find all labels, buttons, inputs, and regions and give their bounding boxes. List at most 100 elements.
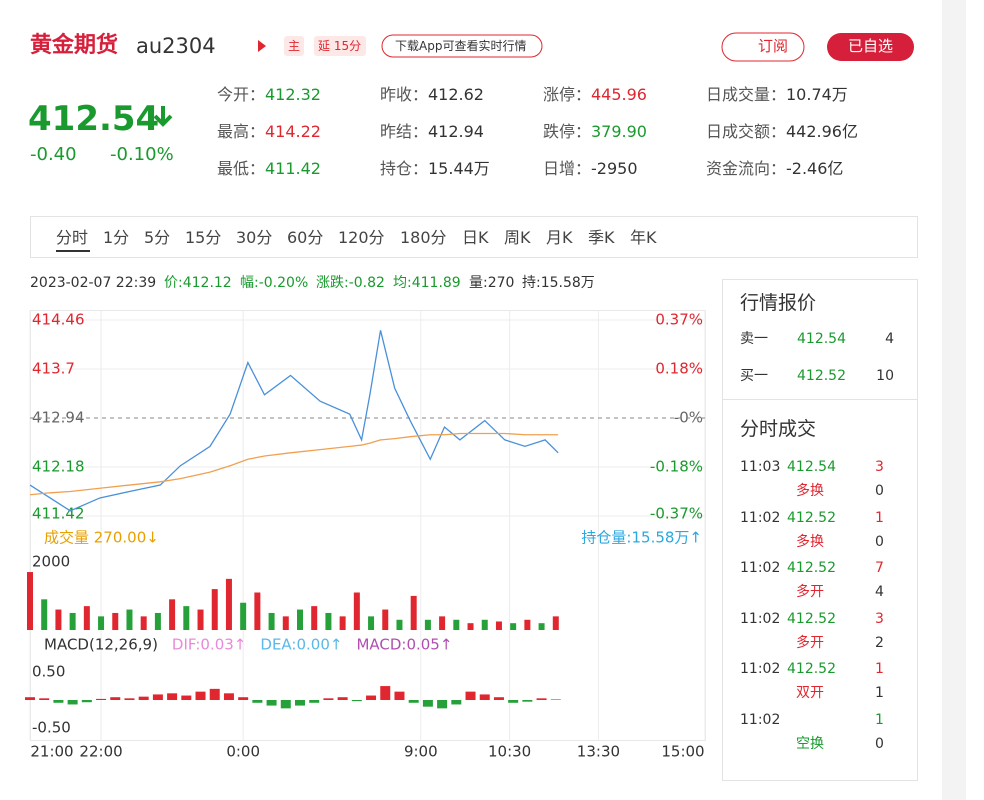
download-pill[interactable] xyxy=(381,34,543,58)
macd-bar xyxy=(67,700,78,705)
macd-legend: MACD(12,26,9) xyxy=(44,636,158,654)
y-tick-label: 413.7 xyxy=(32,360,75,378)
volume-bar xyxy=(495,621,502,630)
y-tick-label: 412.94 xyxy=(32,409,85,427)
volume-bar xyxy=(240,602,247,630)
macd-bar xyxy=(25,697,35,700)
tab[interactable]: 月K xyxy=(546,228,573,247)
macd-bar xyxy=(238,697,249,700)
download-link: 下载App可查看实时行情 xyxy=(395,39,527,53)
stat-label: 持仓： xyxy=(380,159,429,178)
trade-volume: 1 xyxy=(875,661,884,678)
tab[interactable]: 1分 xyxy=(103,228,130,247)
volume-bar xyxy=(510,623,517,630)
last-price: 412.54 xyxy=(28,99,160,139)
x-tick-label: 15:00 xyxy=(661,743,704,761)
volume-bar xyxy=(353,592,360,630)
tab[interactable]: 5分 xyxy=(144,228,171,247)
macd-bar xyxy=(110,697,121,700)
y-tick-label: -0.50 xyxy=(32,718,71,736)
volume-bar xyxy=(41,599,48,630)
trade-time: 11:03 xyxy=(740,459,781,475)
tab[interactable]: 季K xyxy=(588,228,615,247)
tab[interactable]: 120分 xyxy=(338,228,385,247)
tab[interactable]: 15分 xyxy=(185,228,222,247)
stat-value: 411.42 xyxy=(265,159,321,178)
macd-bar xyxy=(81,700,92,703)
macd-bar xyxy=(167,693,178,700)
tab[interactable]: 180分 xyxy=(400,228,447,247)
volume-label: 成交量 270.00↓ xyxy=(44,529,159,547)
y-tick-label: 0.50 xyxy=(32,663,65,681)
y-right-label: 0.37% xyxy=(655,311,703,329)
volume-bar xyxy=(339,616,346,630)
trade-price: 412.52 xyxy=(787,610,836,627)
volume-bar xyxy=(69,612,76,630)
title: 黄金期货 xyxy=(30,33,119,58)
trade-volume: 3 xyxy=(875,459,884,475)
volume-bar xyxy=(524,619,531,630)
info-item: 价:412.12 xyxy=(164,275,232,291)
macd-bar xyxy=(223,693,234,700)
volume-bar xyxy=(254,592,261,630)
tab[interactable]: 60分 xyxy=(287,228,324,247)
macd-bar xyxy=(138,696,149,700)
quote-label: 卖一 xyxy=(740,331,768,347)
price-line xyxy=(29,330,559,512)
plot-frame xyxy=(30,310,706,741)
panel-title: 行情报价 xyxy=(740,292,817,314)
x-tick-label: 22:00 xyxy=(79,743,122,761)
trade-volume: 7 xyxy=(875,560,884,577)
tab[interactable]: 周K xyxy=(504,228,531,247)
tab[interactable]: 年K xyxy=(630,228,657,247)
macd-bar xyxy=(252,700,263,703)
trade-change: 4 xyxy=(875,584,884,601)
x-tick-label: 10:30 xyxy=(488,743,531,761)
tab[interactable]: 日K xyxy=(462,228,489,247)
quote-volume: 10 xyxy=(876,368,894,384)
tab[interactable]: 分时 xyxy=(56,228,89,247)
stat-value: 412.94 xyxy=(428,122,484,141)
stat-label: 涨停： xyxy=(543,85,592,104)
volume-bar xyxy=(297,609,303,630)
info-item: 量:270 xyxy=(469,275,515,291)
volume-bar xyxy=(169,599,176,630)
macd-bar xyxy=(451,700,462,705)
tag: 主 xyxy=(288,39,301,53)
stat-value: -2950 xyxy=(591,159,638,178)
trade-type: 多换 xyxy=(796,533,824,550)
macd-bar xyxy=(536,698,547,700)
x-tick-label: 21:00 xyxy=(30,743,73,761)
macd-bar xyxy=(351,700,362,702)
info-item: 涨跌:-0.82 xyxy=(316,275,385,291)
stat-label: 最低： xyxy=(217,159,266,178)
macd-bar xyxy=(323,698,334,700)
macd-bar xyxy=(550,699,561,700)
subscribe-button[interactable] xyxy=(721,32,805,62)
volume-bar xyxy=(282,616,289,630)
macd-bar xyxy=(493,697,504,700)
tag-bg xyxy=(284,36,304,56)
macd-bar xyxy=(96,698,107,700)
watch-button[interactable] xyxy=(827,33,914,61)
volume-bar xyxy=(112,612,119,630)
trade-time: 11:02 xyxy=(740,712,781,728)
volume-bar xyxy=(197,609,204,630)
tag-bg xyxy=(314,36,366,56)
trade-type: 多开 xyxy=(796,584,824,601)
info-item: 均:411.89 xyxy=(393,275,461,291)
macd-legend: DEA:0.00↑ xyxy=(260,636,342,654)
trade-price: 412.52 xyxy=(787,661,836,678)
trade-price: 412.54 xyxy=(787,459,836,475)
tab-underline xyxy=(56,250,90,252)
macd-bar xyxy=(337,697,348,700)
stat-label: 日成交量： xyxy=(706,85,787,104)
trade-time: 11:02 xyxy=(740,610,781,627)
volume-bar xyxy=(538,623,545,630)
y-tick-label: 2000 xyxy=(32,552,70,570)
stat-label: 跌停： xyxy=(543,122,592,141)
volume-bar xyxy=(410,595,417,630)
macd-bar xyxy=(209,688,220,700)
tab[interactable]: 30分 xyxy=(236,228,273,247)
